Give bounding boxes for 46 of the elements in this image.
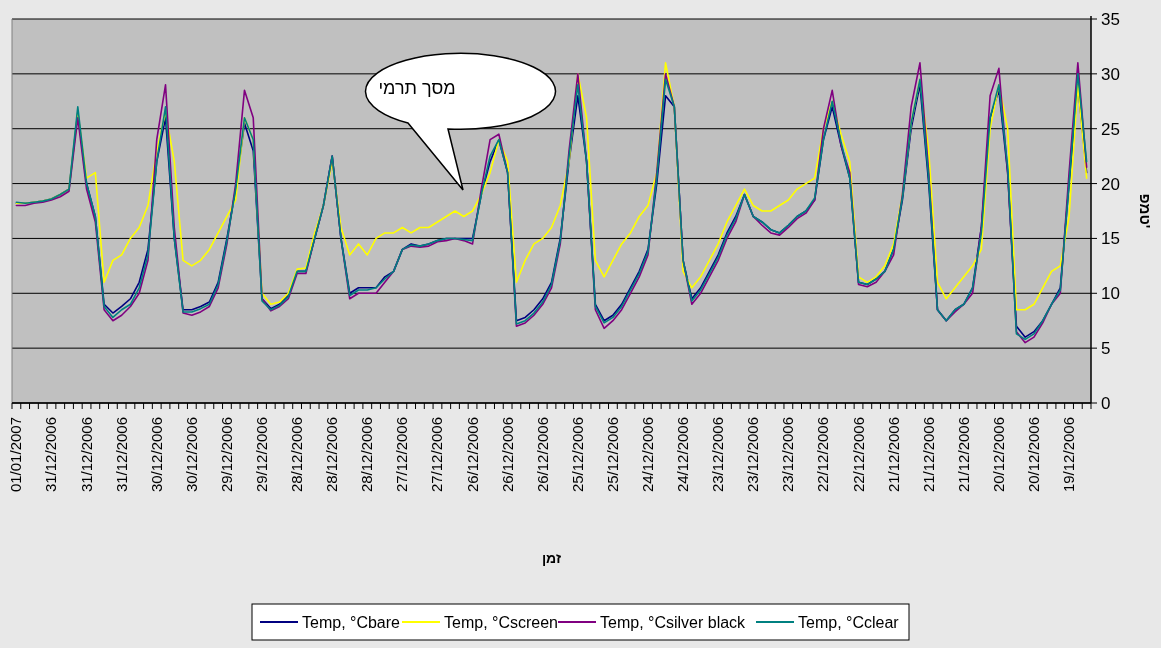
x-tick-label: 21/12/2006 [954,417,972,493]
x-tick-label: 28/12/2006 [323,417,341,493]
x-tick-label: 26/12/2006 [498,417,516,493]
y-tick-label: 25 [1101,119,1120,139]
x-tick-label: 25/12/2006 [603,417,621,493]
x-tick-label: 28/12/2006 [288,417,306,493]
x-tick-label: 24/12/2006 [639,417,656,493]
y-tick-label: 5 [1101,339,1111,359]
legend-label: Temp, °Cscreen [444,614,558,631]
y-tick-label: 10 [1101,284,1120,304]
legend-label: Temp, °Csilver black [600,614,747,631]
x-tick-label: 20/12/2006 [989,417,1007,493]
x-tick-label: 28/12/2006 [358,417,376,493]
x-tick-label: 21/12/2006 [919,417,937,493]
x-tick-label: 22/12/2006 [849,417,867,493]
x-tick-label: 26/12/2006 [463,417,481,493]
x-tick-label: 19/12/2006 [1060,417,1078,493]
y-axis-title: טמפ' [1137,193,1154,229]
x-tick-label: 22/12/2006 [814,417,832,493]
x-tick-label: 27/12/2006 [428,417,446,493]
x-tick-label: 30/12/2006 [182,417,200,493]
x-tick-label: 01/01/2007 [7,417,25,493]
x-tick-label: 23/12/2006 [779,417,797,493]
x-tick-label: 25/12/2006 [568,417,586,493]
y-tick-label: 20 [1101,174,1120,194]
x-tick-label: 23/12/2006 [709,417,727,493]
y-tick-label: 0 [1101,394,1111,413]
x-tick-label: 31/12/2006 [42,417,60,493]
x-tick-label: 21/12/2006 [884,417,902,493]
x-tick-label: 31/12/2006 [77,417,95,493]
x-axis-title: זמן [541,550,562,566]
x-tick-label: 29/12/2006 [217,417,235,493]
x-tick-label: 27/12/2006 [393,417,411,493]
x-tick-label: 30/12/2006 [147,417,165,493]
legend-label: Temp, °Cclear [798,614,900,631]
y-tick-label: 15 [1101,229,1120,249]
y-tick-label: 30 [1101,64,1120,84]
legend-label: Temp, °Cbare [302,614,401,631]
x-tick-label: 20/12/2006 [1024,417,1042,493]
x-tick-label: 23/12/2006 [744,417,762,493]
x-tick-label: 24/12/2006 [674,417,692,493]
annotation: מסך תרמי [378,78,456,98]
x-tick-label: 29/12/2006 [253,417,271,493]
x-tick-label: 31/12/2006 [112,417,130,493]
y-tick-label: 35 [1101,10,1120,29]
x-tick-label: 26/12/2006 [533,417,551,493]
